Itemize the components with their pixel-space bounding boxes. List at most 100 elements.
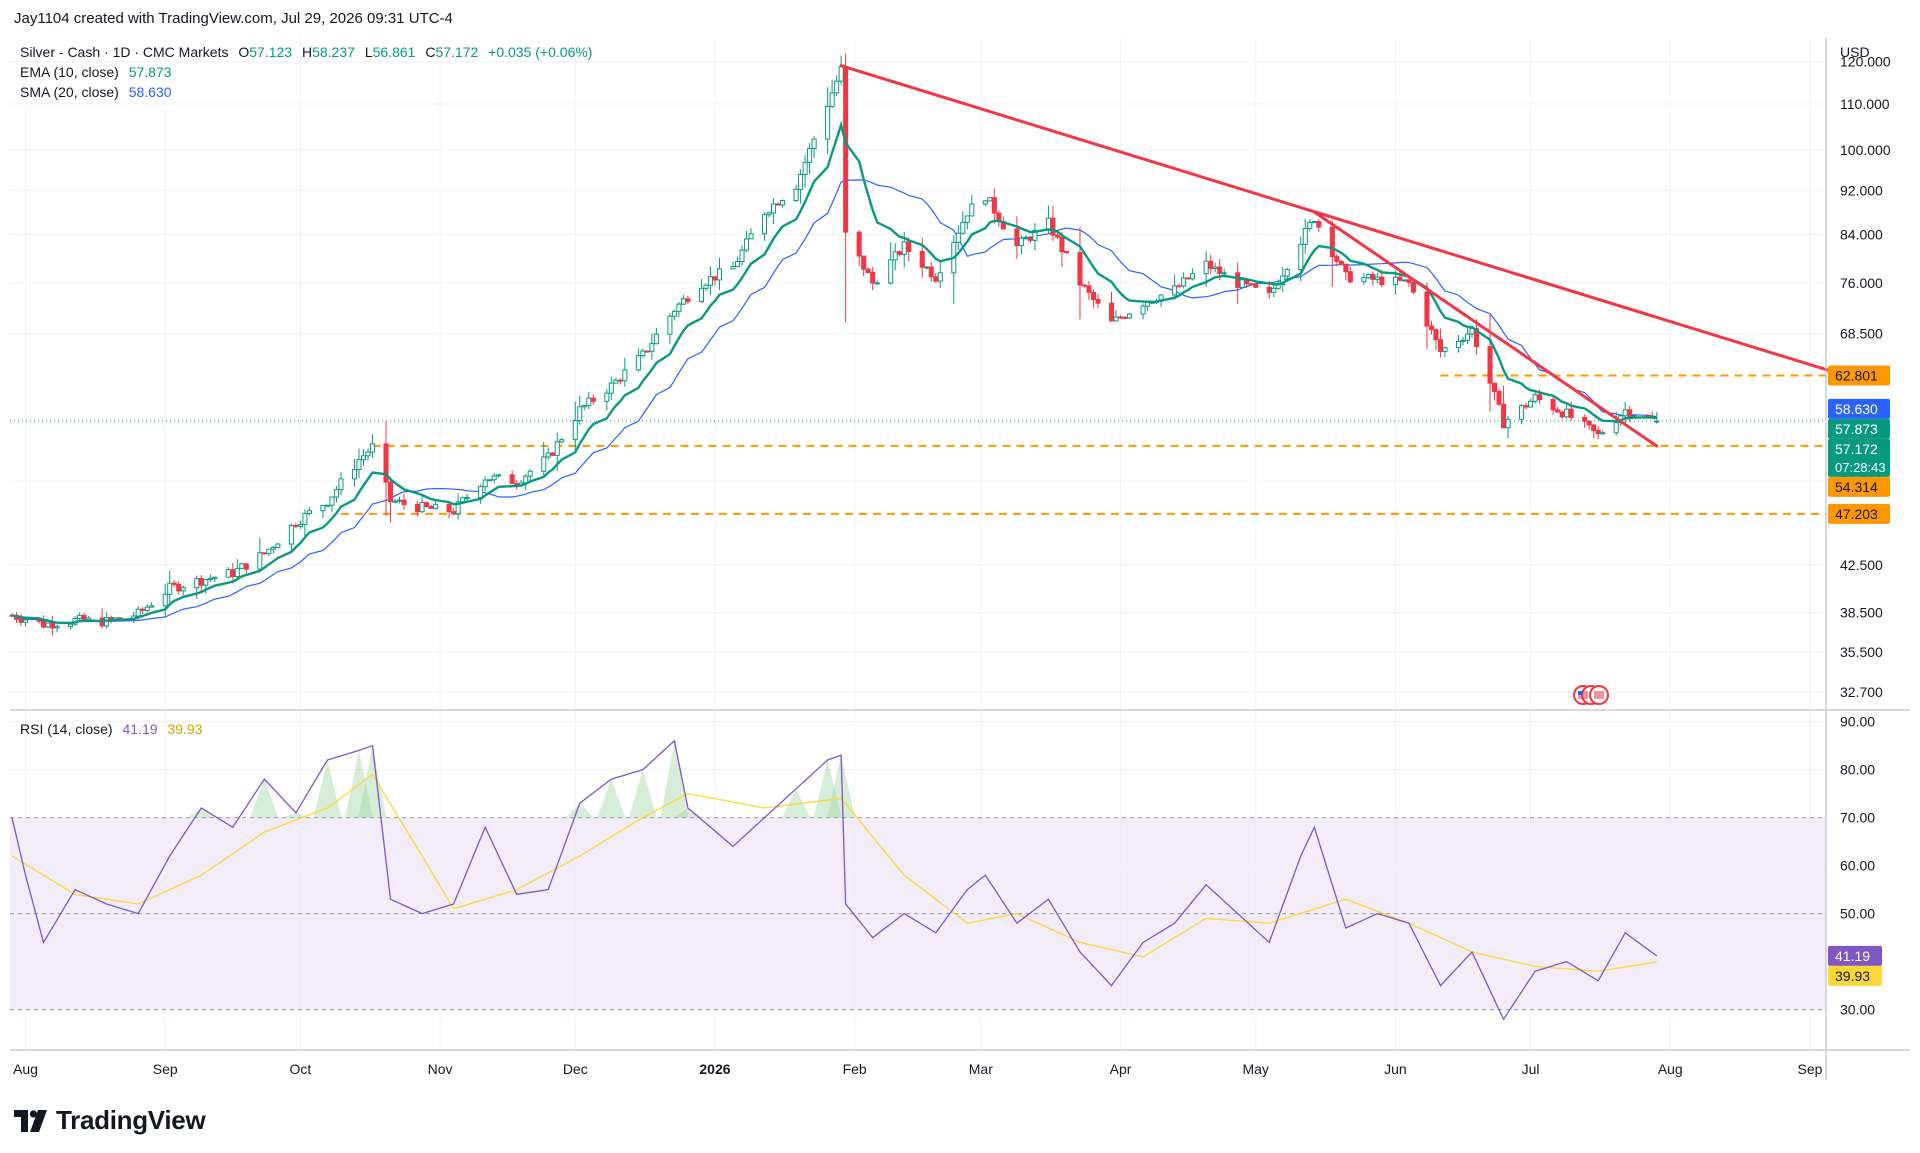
candle-body	[41, 620, 47, 628]
candle-body	[275, 543, 281, 548]
candle-body	[613, 379, 619, 384]
candle-body	[433, 503, 439, 509]
symbol-legend[interactable]: Silver - Cash · 1D · CMC Markets O57.123…	[20, 44, 592, 60]
candle-body	[798, 174, 804, 190]
horizontal-levels[interactable]	[340, 374, 1826, 515]
ema-legend[interactable]: EMA (10, close) 57.873	[20, 64, 172, 80]
candle-body	[964, 215, 970, 223]
candle-body	[230, 569, 236, 578]
trend-line	[839, 64, 1830, 372]
candle-body	[1307, 221, 1313, 229]
candle-body	[455, 501, 461, 515]
candle-body	[1018, 237, 1024, 247]
candle-body	[1532, 394, 1538, 402]
rsi-series	[11, 739, 1658, 1021]
candlesticks	[9, 53, 1660, 636]
price-tick-label: 42.500	[1840, 557, 1883, 573]
candle-body	[554, 441, 560, 456]
candle-body	[716, 268, 723, 281]
candle-body	[1568, 408, 1574, 418]
candle-body	[401, 499, 407, 505]
candle-body	[397, 499, 403, 502]
price-label-box	[1828, 398, 1890, 419]
economic-events-icon[interactable]	[1573, 685, 1609, 705]
candle-body	[140, 608, 146, 611]
price-label-text: 54.314	[1835, 479, 1878, 495]
candle-body	[987, 197, 993, 202]
candle-body	[982, 200, 988, 205]
rsi-overbought-fill	[565, 803, 594, 818]
candle-body	[18, 618, 24, 623]
candle-body	[68, 623, 74, 628]
price-tick-label: 38.500	[1840, 605, 1883, 621]
time-tick-label: Oct	[290, 1061, 312, 1077]
price-tick-label: 76.000	[1840, 275, 1883, 291]
currency-label[interactable]: USD	[1840, 44, 1870, 60]
rsi-band-layer	[10, 817, 1826, 1011]
rsi-overbought-fill	[827, 755, 856, 818]
candle-body	[1613, 422, 1619, 434]
candle-body	[1523, 405, 1529, 408]
tradingview-logo-icon	[14, 1109, 47, 1132]
candle-body	[1253, 283, 1259, 288]
candle-body	[1528, 400, 1534, 408]
price-tick-label: 120.000	[1840, 54, 1891, 70]
candle-body	[1496, 390, 1502, 405]
candle-body	[838, 66, 844, 82]
rsi-overbought-fill	[628, 769, 657, 818]
candle-body	[581, 405, 587, 408]
candle-body	[1487, 346, 1493, 384]
price-label-box	[1828, 438, 1890, 477]
candle-body	[1090, 291, 1097, 300]
candle-body	[54, 626, 60, 629]
time-axis[interactable]: Aug Sep Oct Nov Dec 2026 Feb Mar Apr May Jun Jul Aug…	[13, 1061, 1823, 1077]
candle-body	[1054, 234, 1060, 238]
candle-body	[1591, 424, 1597, 432]
rsi-label-text: 39.93	[1835, 968, 1870, 984]
candle-body	[1208, 260, 1214, 270]
candle-body	[1176, 285, 1182, 288]
candle-body	[1392, 276, 1398, 286]
candle-body	[1032, 229, 1038, 241]
candle-body	[874, 282, 880, 285]
candle-body	[356, 459, 362, 471]
candle-body	[1063, 250, 1069, 254]
candle-body	[1473, 328, 1480, 348]
candle-body	[640, 350, 646, 357]
sma-legend[interactable]: SMA (20, close) 58.630	[20, 84, 172, 100]
candle-body	[50, 622, 56, 629]
candle-body	[1564, 408, 1570, 418]
tradingview-logo[interactable]: TradingView	[14, 1105, 206, 1136]
price-tick-label: 110.000	[1840, 96, 1890, 112]
candle-body	[424, 502, 430, 507]
candle-body	[1081, 284, 1088, 287]
candle-body	[198, 578, 204, 586]
candle-body	[712, 276, 718, 281]
trend-lines[interactable]	[839, 64, 1830, 448]
rsi-tick-label: 50.00	[1840, 906, 1875, 922]
candle-body	[491, 475, 497, 481]
price-label-text: 62.801	[1835, 368, 1878, 384]
candle-body	[306, 510, 312, 515]
candle-body	[135, 608, 141, 617]
candle-body	[550, 452, 556, 456]
candle-body	[293, 524, 299, 527]
candle-body	[1271, 287, 1277, 293]
candle-body	[257, 552, 263, 570]
candle-body	[1505, 418, 1511, 429]
candle-body	[1329, 226, 1335, 258]
candle-body	[1302, 227, 1308, 245]
candle-body	[451, 511, 457, 515]
candle-body	[365, 451, 371, 457]
rsi-axis[interactable]: 90.00 80.00 70.00 60.00 50.00 30.00	[1840, 714, 1875, 1018]
candle-body	[1190, 273, 1196, 280]
candle-body	[766, 212, 772, 216]
time-tick-label: Jul	[1522, 1061, 1540, 1077]
rsi-legend[interactable]: RSI (14, close) 41.19 39.93	[20, 721, 203, 737]
candle-body	[225, 569, 231, 578]
candle-body	[234, 567, 240, 578]
candle-body	[1455, 340, 1462, 349]
candle-body	[1221, 272, 1227, 275]
candle-body	[969, 203, 975, 217]
